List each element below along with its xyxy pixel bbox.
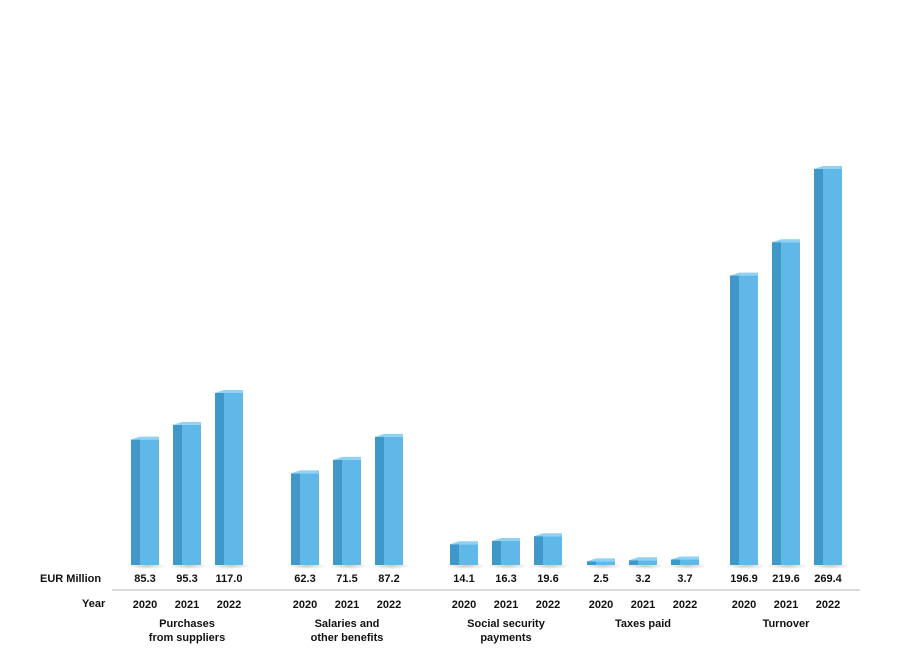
bar-side-cat-5-2020 [730, 275, 739, 565]
value-label-cat-4-2021: 3.2 [635, 573, 650, 585]
bar-face-cat-4-2022 [671, 559, 699, 565]
row-label-years: Year [82, 598, 106, 610]
value-label-cat-2-2020: 62.3 [294, 573, 315, 585]
category-label-cat-4-line-1: Taxes paid [615, 618, 671, 630]
year-label-cat-5-2020: 2020 [732, 599, 756, 611]
bar-side-cat-4-2020 [587, 561, 596, 565]
bar-cat-3-2022 [534, 533, 562, 565]
year-label-cat-3-2021: 2021 [494, 599, 518, 611]
year-label-cat-1-2020: 2020 [133, 599, 157, 611]
value-label-cat-5-2022: 269.4 [814, 573, 842, 585]
bar-cat-1-2020 [131, 436, 159, 565]
year-label-cat-5-2022: 2022 [816, 599, 840, 611]
value-label-cat-1-2021: 95.3 [176, 573, 197, 585]
bar-face-cat-4-2020 [587, 561, 615, 565]
category-label-cat-3-line-2: payments [480, 632, 531, 644]
bar-side-cat-4-2021 [629, 560, 638, 565]
year-label-cat-3-2022: 2022 [536, 599, 560, 611]
value-label-cat-3-2022: 19.6 [537, 573, 558, 585]
bar-face-cat-4-2021 [629, 560, 657, 565]
bars-layer [127, 166, 850, 569]
year-label-cat-5-2021: 2021 [774, 599, 798, 611]
value-label-cat-5-2020: 196.9 [730, 573, 758, 585]
category-label-cat-2-line-1: Salaries and [315, 618, 380, 630]
category-label-cat-2-line-2: other benefits [311, 632, 384, 644]
bar-cat-5-2020 [730, 272, 758, 565]
bar-cat-4-2020 [587, 558, 615, 565]
category-label-cat-1-line-2: from suppliers [149, 632, 225, 644]
value-label-cat-3-2020: 14.1 [453, 573, 474, 585]
year-label-cat-2-2020: 2020 [293, 599, 317, 611]
year-label-cat-2-2021: 2021 [335, 599, 359, 611]
year-label-cat-1-2021: 2021 [175, 599, 199, 611]
bar-top-cat-2-2022 [375, 433, 403, 437]
bar-side-cat-3-2020 [450, 544, 459, 565]
bar-top-cat-5-2021 [772, 239, 800, 243]
value-label-cat-2-2021: 71.5 [336, 573, 357, 585]
bar-cat-4-2021 [629, 557, 657, 565]
bar-cat-2-2021 [333, 456, 361, 565]
bar-side-cat-1-2022 [215, 393, 224, 565]
category-label-cat-1-line-1: Purchases [159, 618, 215, 630]
bar-side-cat-2-2020 [291, 473, 300, 565]
year-label-cat-4-2020: 2020 [589, 599, 613, 611]
bar-side-cat-2-2021 [333, 459, 342, 565]
bar-side-cat-3-2021 [492, 541, 501, 565]
year-label-cat-4-2021: 2021 [631, 599, 655, 611]
bar-cat-5-2021 [772, 239, 800, 565]
value-label-cat-1-2022: 117.0 [216, 573, 243, 585]
row-label-values: EUR Million [40, 573, 101, 585]
bar-side-cat-1-2021 [173, 424, 182, 565]
year-label-cat-2-2022: 2022 [377, 599, 401, 611]
bar-cat-2-2022 [375, 433, 403, 565]
bar-side-cat-4-2022 [671, 559, 680, 565]
year-label-cat-1-2022: 2022 [217, 599, 241, 611]
bar-top-cat-3-2022 [534, 533, 562, 537]
bar-top-cat-5-2022 [814, 166, 842, 169]
bar-cat-5-2022 [814, 166, 842, 565]
bar-top-cat-3-2020 [450, 541, 478, 545]
value-label-cat-4-2020: 2.5 [593, 573, 608, 585]
bar-top-cat-3-2021 [492, 538, 520, 542]
value-label-cat-3-2021: 16.3 [495, 573, 516, 585]
bar-top-cat-4-2022 [671, 556, 699, 560]
category-label-cat-5-line-1: Turnover [763, 618, 811, 630]
bar-cat-4-2022 [671, 556, 699, 565]
bar-side-cat-3-2022 [534, 536, 543, 565]
value-label-cat-5-2021: 219.6 [772, 573, 800, 585]
bar-top-cat-1-2021 [173, 421, 201, 425]
bar-cat-1-2022 [215, 390, 243, 565]
bar-cat-1-2021 [173, 421, 201, 565]
value-label-cat-4-2022: 3.7 [677, 573, 692, 585]
bar-top-cat-2-2021 [333, 456, 361, 460]
bar-side-cat-5-2021 [772, 242, 781, 565]
value-label-cat-2-2022: 87.2 [378, 573, 399, 585]
year-label-cat-4-2022: 2022 [673, 599, 697, 611]
bar-top-cat-1-2020 [131, 436, 159, 440]
bar-side-cat-5-2022 [814, 169, 823, 565]
bar-top-cat-4-2021 [629, 557, 657, 561]
bar-top-cat-5-2020 [730, 272, 758, 276]
bar-top-cat-1-2022 [215, 390, 243, 394]
year-label-cat-3-2020: 2020 [452, 599, 476, 611]
bar-side-cat-2-2022 [375, 436, 384, 565]
bar-cat-3-2020 [450, 541, 478, 565]
bar-cat-2-2020 [291, 470, 319, 565]
category-label-cat-3-line-1: Social security [467, 618, 546, 630]
bar-cat-3-2021 [492, 538, 520, 565]
bar-top-cat-2-2020 [291, 470, 319, 474]
bar-side-cat-1-2020 [131, 439, 140, 565]
value-label-cat-1-2020: 85.3 [134, 573, 155, 585]
bar-top-cat-4-2020 [587, 558, 615, 562]
